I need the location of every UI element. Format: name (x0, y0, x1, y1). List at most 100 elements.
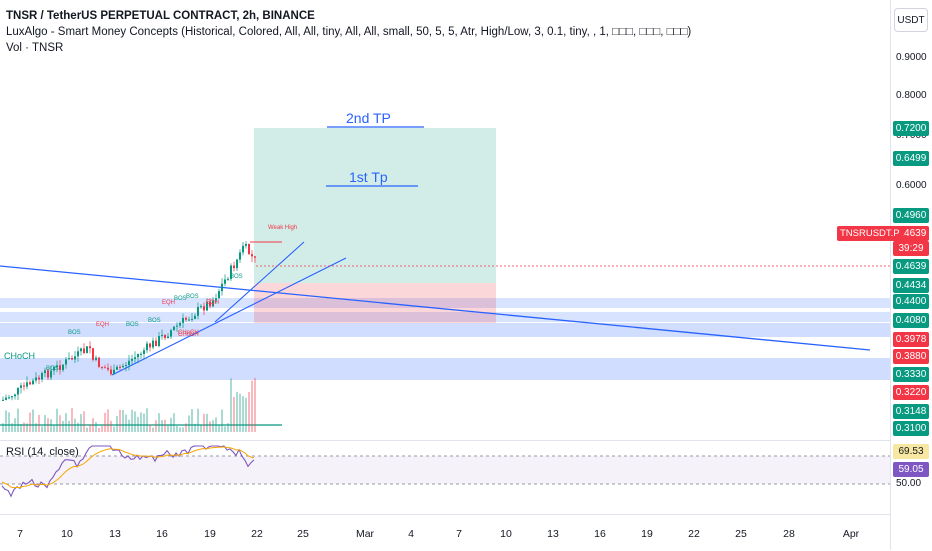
candle-body (44, 370, 46, 373)
smc-label: EQH (162, 300, 176, 306)
descending-trendline[interactable] (0, 265, 871, 351)
candle-body (140, 353, 142, 355)
candle-body (242, 245, 244, 253)
candle-body (254, 256, 256, 258)
ascending-trendline-2[interactable] (214, 241, 305, 323)
candle-body (101, 366, 103, 368)
smc-label: CHoCH (178, 332, 199, 338)
volume-bar (53, 425, 55, 432)
volume-bar (197, 408, 199, 432)
volume-bar (254, 378, 256, 432)
volume-bar (20, 424, 22, 432)
rsi-value-badge: 59.05 (893, 462, 929, 477)
candle-body (209, 301, 211, 307)
price-chart-canvas[interactable] (0, 0, 890, 440)
candle-body (191, 318, 193, 320)
rsi-label[interactable]: RSI (14, close) (6, 446, 79, 458)
volume-bar (110, 420, 112, 432)
price-badge: 0.4400 (893, 294, 929, 309)
candle-body (197, 306, 199, 316)
smc-label: BOS (230, 274, 243, 280)
volume-bar (14, 418, 16, 432)
candle-body (59, 365, 61, 371)
time-tick: 4 (408, 528, 414, 540)
volume-bar (224, 426, 226, 432)
candle-body (218, 291, 220, 299)
volume-bar (17, 408, 19, 432)
indicator-legend[interactable]: LuxAlgo - Smart Money Concepts (Historic… (6, 26, 692, 38)
volume-bar (164, 419, 166, 432)
candle-body (173, 326, 175, 331)
time-tick: 7 (456, 528, 462, 540)
candle-body (206, 301, 208, 311)
volume-bar (149, 424, 151, 432)
volume-bar (152, 427, 154, 432)
candle-body (116, 366, 118, 370)
time-tick: 10 (500, 528, 512, 540)
price-chart[interactable]: 2nd TP 1st Tp Weak High CHoCH BOS EQH BOS B… (0, 0, 890, 440)
volume-bar (236, 391, 238, 432)
volume-bar (5, 410, 7, 432)
price-tick: 0.6000 (896, 180, 927, 191)
time-tick: 28 (783, 528, 795, 540)
candle-body (200, 306, 202, 308)
candle-body (143, 350, 145, 354)
tp2-label: 2nd TP (346, 110, 391, 126)
price-badge: 0.4639 (893, 259, 929, 274)
volume-bar (242, 396, 244, 432)
candle-body (221, 283, 223, 292)
volume-bar (209, 421, 211, 432)
ascending-trendline-1[interactable] (111, 257, 347, 376)
candle-body (122, 365, 124, 368)
candle-body (245, 244, 247, 246)
currency-selector[interactable]: USDT (894, 8, 928, 32)
volume-bar (56, 408, 58, 432)
volume-bar (200, 424, 202, 432)
volume-bar (161, 420, 163, 432)
candle-body (29, 382, 31, 385)
rsi-ma-badge: 69.53 (893, 444, 929, 459)
candle-body (119, 366, 121, 368)
candle-body (125, 365, 127, 367)
time-tick: Mar (355, 528, 375, 540)
volume-bar (182, 427, 184, 432)
tp1-label: 1st Tp (349, 169, 388, 185)
volume-bar (233, 396, 235, 432)
candle-body (212, 300, 214, 307)
candle-body (17, 387, 19, 395)
candle-body (167, 336, 169, 339)
volume-bar (155, 420, 157, 432)
order-block-zone-1 (0, 298, 890, 308)
volume-bar (188, 415, 190, 432)
candle-body (110, 369, 112, 375)
volume-bar (251, 380, 253, 432)
candle-body (239, 252, 241, 260)
volume-legend[interactable]: Vol · TNSR (6, 42, 64, 54)
stop-zone[interactable] (254, 283, 496, 323)
candle-body (98, 357, 100, 367)
volume-bar (146, 408, 148, 432)
rsi-band (0, 456, 890, 484)
volume-bar (59, 415, 61, 432)
symbol-title[interactable]: TNSR / TetherUS PERPETUAL CONTRACT, 2h, … (6, 10, 315, 22)
volume-bar (158, 413, 160, 432)
volume-bar (62, 420, 64, 432)
volume-bar (218, 425, 220, 432)
candle-body (86, 346, 88, 354)
time-tick: 19 (641, 528, 653, 540)
rsi-canvas (0, 445, 890, 498)
volume-bar (98, 427, 100, 432)
time-axis[interactable] (0, 514, 890, 551)
target-zone[interactable] (254, 128, 496, 283)
volume-bar (128, 419, 130, 432)
candle-body (71, 358, 73, 360)
candle-body (146, 343, 148, 351)
volume-bar (41, 426, 43, 432)
candle-body (137, 354, 139, 358)
volume-bar (80, 414, 82, 432)
order-block-zone-2 (0, 312, 890, 322)
smc-label: BOS (46, 366, 59, 372)
rsi-pane[interactable]: RSI (14, close) (0, 440, 890, 515)
volume-bar (26, 423, 28, 432)
volume-bar (116, 415, 118, 432)
